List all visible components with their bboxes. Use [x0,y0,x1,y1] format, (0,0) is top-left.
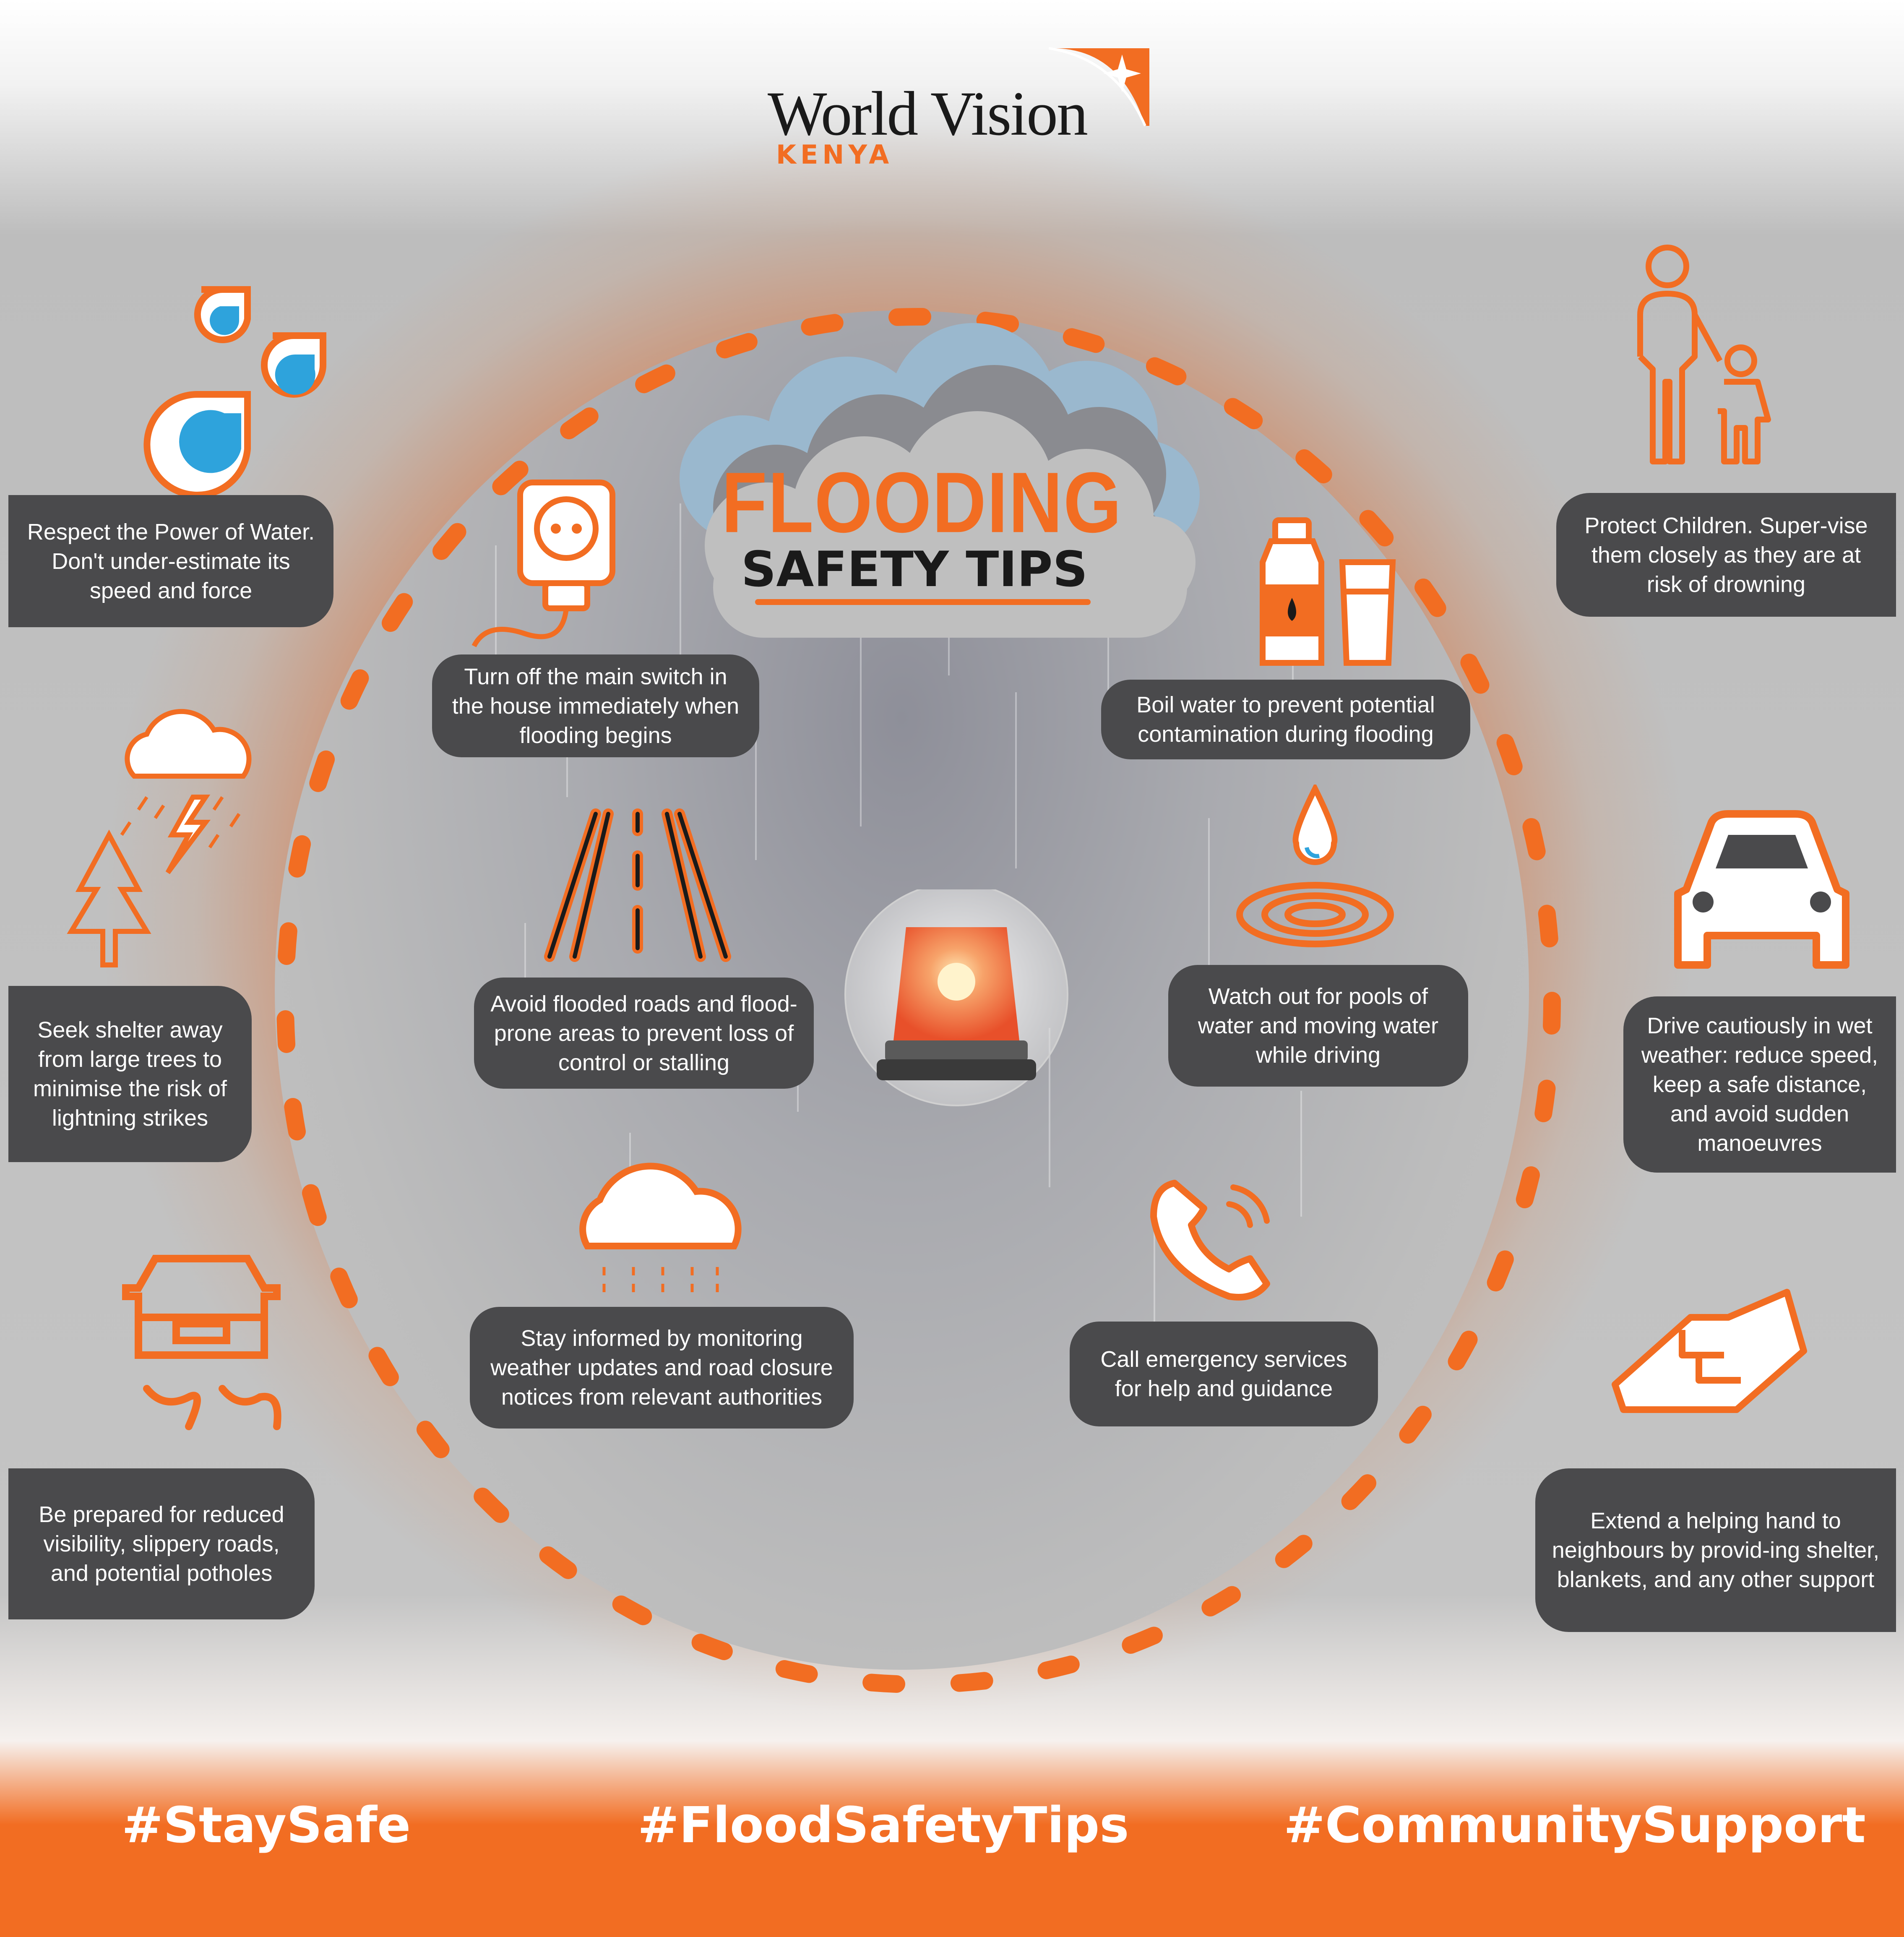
water-puddle-icon [1236,785,1394,947]
world-vision-logo: World Vision KENYA [768,46,1149,180]
phone-icon [1150,1180,1270,1301]
tip-pools-water: Watch out for pools of water and moving … [1168,965,1468,1087]
title-cloud-icon [680,323,1200,638]
hashtag-community-support: #CommunitySupport [1284,1796,1866,1854]
tip-seek-shelter: Seek shelter away from large trees to mi… [8,986,252,1162]
emergency-siren-icon [844,889,1068,1106]
parent-child-icon [1637,245,1771,464]
road-icon [544,808,731,962]
title-flooding: FLOODING [721,454,1123,550]
skidding-car-icon [122,1255,281,1430]
tip-drive-cautiously: Drive cautiously in wet weather: reduce … [1623,996,1896,1173]
rain-cloud-icon [579,1163,742,1292]
water-drops-icon [143,286,326,498]
logo-swoosh-icon [1049,47,1149,127]
tip-boil-water: Boil water to prevent potential contamin… [1101,680,1470,759]
handshake-icon [1612,1289,1807,1413]
tip-be-prepared: Be prepared for reduced visibility, slip… [8,1468,315,1619]
tip-main-switch: Turn off the main switch in the house im… [432,654,759,757]
tip-helping-hand: Extend a helping hand to neighbours by p… [1535,1468,1896,1632]
tip-respect-water: Respect the Power of Water. Don't under-… [8,495,333,627]
power-socket-plug-icon [471,480,615,647]
tip-protect-children: Protect Children. Super-vise them closel… [1556,493,1896,617]
hashtag-flood-safety-tips: #FloodSafetyTips [638,1796,1129,1854]
logo-wordmark: World Vision [768,79,1088,149]
car-icon [1674,810,1849,969]
storm-tree-icon [67,709,252,967]
title-safety-tips: SAFETY TIPS [741,541,1088,598]
logo-region: KENYA [776,139,893,170]
tip-stay-informed: Stay informed by monitoring weather upda… [470,1307,854,1429]
hashtag-stay-safe: #StaySafe [122,1796,411,1854]
tip-call-emergency: Call emergency services for help and gui… [1070,1322,1378,1426]
tip-avoid-roads: Avoid flooded roads and flood-prone area… [474,978,814,1089]
water-bottle-glass-icon [1260,517,1396,666]
